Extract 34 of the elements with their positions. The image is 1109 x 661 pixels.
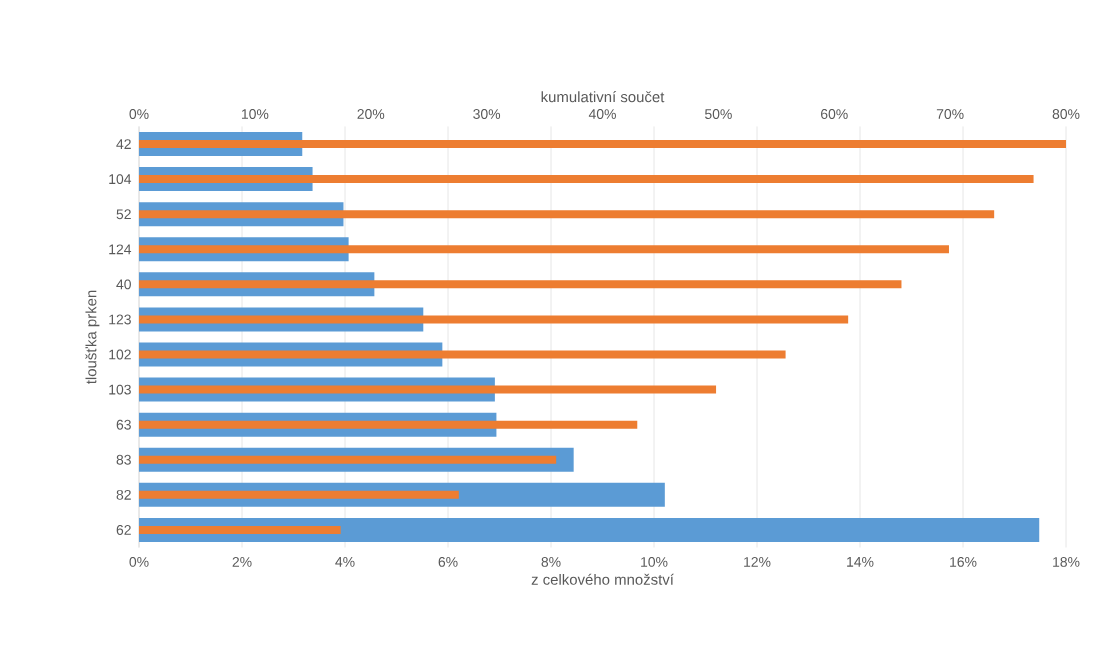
y-tick-label: 62 (116, 525, 131, 535)
x2-tick-label: 10% (241, 109, 269, 119)
x2-tick-label: 30% (473, 109, 501, 119)
x-tick-label: 8% (541, 556, 561, 567)
x2-tick-label: 80% (1052, 109, 1080, 119)
y-tick-label: 102 (109, 349, 131, 360)
x2-axis-title: kumulativní součet (541, 91, 665, 103)
y-tick-label: 83 (116, 454, 131, 465)
x2-tick-label: 70% (936, 109, 964, 119)
x-tick-label: 18% (1053, 556, 1080, 567)
y-axis-title: tloušťka prken (85, 290, 100, 385)
x-tick-label: 4% (335, 556, 355, 567)
y-tick-label: 104 (109, 174, 132, 185)
x2-tick-label: 0% (129, 109, 149, 119)
y-tick-label: 42 (116, 139, 131, 149)
y-tick-label: 103 (109, 384, 131, 395)
y-tick-label: 124 (109, 244, 132, 255)
x-tick-label: 12% (744, 556, 771, 567)
y-tick-label: 63 (116, 419, 131, 430)
x2-tick-label: 40% (588, 109, 616, 119)
x2-tick-label: 20% (357, 109, 385, 119)
x2-tick-label: 50% (704, 109, 732, 119)
x-tick-label: 2% (232, 556, 252, 567)
y-tick-label: 123 (109, 314, 131, 325)
x-tick-label: 14% (847, 556, 874, 567)
x-tick-label: 16% (950, 556, 977, 567)
y-tick-label: 52 (116, 209, 131, 220)
y-tick-label: 82 (116, 489, 131, 500)
x-tick-label: 10% (641, 556, 668, 567)
y-tick-label: 40 (116, 279, 131, 290)
x-axis-title: z celkového množství (531, 573, 674, 585)
x-tick-label: 6% (438, 556, 458, 567)
x-tick-label: 0% (129, 556, 149, 567)
x2-tick-label: 60% (821, 109, 848, 119)
